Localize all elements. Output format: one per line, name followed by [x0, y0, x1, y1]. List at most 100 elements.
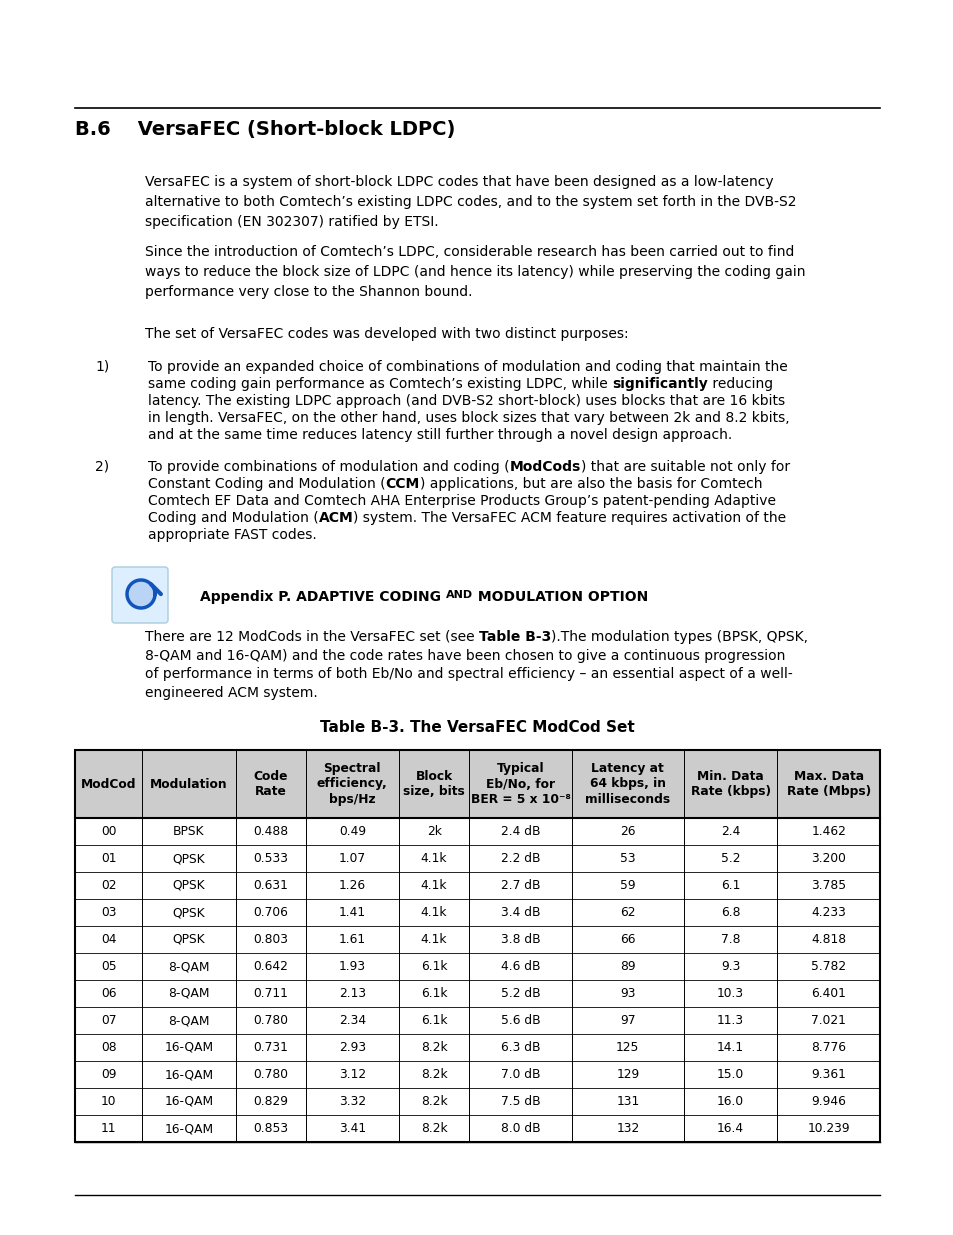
Text: 8.2k: 8.2k: [420, 1041, 447, 1053]
Text: B.6    VersaFEC (Short-block LDPC): B.6 VersaFEC (Short-block LDPC): [75, 120, 455, 140]
Text: 8-QAM: 8-QAM: [168, 960, 210, 973]
Text: same coding gain performance as Comtech’s existing LDPC, while: same coding gain performance as Comtech’…: [148, 377, 612, 391]
Text: 7.021: 7.021: [810, 1014, 845, 1028]
Polygon shape: [127, 580, 154, 608]
Text: 5.2 dB: 5.2 dB: [500, 987, 539, 1000]
Text: Constant Coding and Modulation (: Constant Coding and Modulation (: [148, 477, 385, 492]
Text: 2k: 2k: [426, 825, 441, 839]
Text: 16.0: 16.0: [717, 1095, 743, 1108]
Text: 16-QAM: 16-QAM: [164, 1068, 213, 1081]
Text: Min. Data
Rate (kbps): Min. Data Rate (kbps): [690, 769, 770, 798]
Text: 1.93: 1.93: [338, 960, 366, 973]
Text: 16.4: 16.4: [717, 1123, 743, 1135]
Text: 16-QAM: 16-QAM: [164, 1041, 213, 1053]
Text: 8-QAM: 8-QAM: [168, 1014, 210, 1028]
Text: 11.3: 11.3: [717, 1014, 743, 1028]
Text: 3.200: 3.200: [810, 852, 845, 864]
Text: ) that are suitable not only for: ) that are suitable not only for: [580, 459, 789, 474]
Text: 3.4 dB: 3.4 dB: [500, 906, 539, 919]
Text: in length. VersaFEC, on the other hand, uses block sizes that vary between 2k an: in length. VersaFEC, on the other hand, …: [148, 411, 789, 425]
Text: Latency at
64 kbps, in
milliseconds: Latency at 64 kbps, in milliseconds: [585, 762, 670, 806]
Text: 131: 131: [616, 1095, 639, 1108]
Text: QPSK: QPSK: [172, 852, 205, 864]
Text: 3.41: 3.41: [338, 1123, 366, 1135]
Text: 0.631: 0.631: [253, 879, 288, 892]
Text: ModCod: ModCod: [81, 778, 136, 790]
Text: To provide an expanded choice of combinations of modulation and coding that main: To provide an expanded choice of combina…: [148, 359, 787, 374]
Text: significantly: significantly: [612, 377, 707, 391]
Text: 4.1k: 4.1k: [420, 932, 447, 946]
Text: 0.706: 0.706: [253, 906, 288, 919]
Text: 9.361: 9.361: [810, 1068, 845, 1081]
Text: QPSK: QPSK: [172, 906, 205, 919]
Text: CCM: CCM: [385, 477, 419, 492]
Text: ) applications, but are also the basis for Comtech: ) applications, but are also the basis f…: [419, 477, 761, 492]
Text: AND: AND: [445, 590, 473, 600]
Text: 07: 07: [101, 1014, 116, 1028]
Text: Modulation: Modulation: [150, 778, 228, 790]
Text: The set of VersaFEC codes was developed with two distinct purposes:: The set of VersaFEC codes was developed …: [145, 327, 628, 341]
Text: 0.731: 0.731: [253, 1041, 288, 1053]
Text: 14.1: 14.1: [717, 1041, 743, 1053]
Text: 10.3: 10.3: [717, 987, 743, 1000]
Text: 2.93: 2.93: [338, 1041, 366, 1053]
Text: 16-QAM: 16-QAM: [164, 1123, 213, 1135]
Text: and at the same time reduces latency still further through a novel design approa: and at the same time reduces latency sti…: [148, 429, 732, 442]
Text: There are 12 ModCods in the VersaFEC set (see: There are 12 ModCods in the VersaFEC set…: [145, 630, 478, 643]
Text: 26: 26: [619, 825, 635, 839]
Text: 1.41: 1.41: [338, 906, 366, 919]
Text: 62: 62: [619, 906, 635, 919]
Text: 1): 1): [95, 359, 110, 374]
Text: 6.401: 6.401: [810, 987, 845, 1000]
Text: Table B-3: Table B-3: [478, 630, 551, 643]
Text: 7.5 dB: 7.5 dB: [500, 1095, 539, 1108]
Text: 9.946: 9.946: [810, 1095, 845, 1108]
Text: of performance in terms of both Eb/No and spectral efficiency – an essential asp: of performance in terms of both Eb/No an…: [145, 667, 792, 682]
Text: 16-QAM: 16-QAM: [164, 1095, 213, 1108]
Text: 09: 09: [101, 1068, 116, 1081]
Text: Table B-3. The VersaFEC ModCod Set: Table B-3. The VersaFEC ModCod Set: [320, 720, 634, 735]
Text: 4.818: 4.818: [810, 932, 845, 946]
Text: 3.8 dB: 3.8 dB: [500, 932, 539, 946]
Text: 4.233: 4.233: [810, 906, 845, 919]
Text: 6.3 dB: 6.3 dB: [500, 1041, 539, 1053]
Text: Since the introduction of Comtech’s LDPC, considerable research has been carried: Since the introduction of Comtech’s LDPC…: [145, 245, 804, 299]
Text: 4.1k: 4.1k: [420, 879, 447, 892]
Text: 0.780: 0.780: [253, 1068, 288, 1081]
Text: 10.239: 10.239: [806, 1123, 849, 1135]
Text: 0.533: 0.533: [253, 852, 288, 864]
Text: 0.642: 0.642: [253, 960, 288, 973]
Text: 2.4: 2.4: [720, 825, 740, 839]
Text: ACM: ACM: [318, 511, 354, 525]
Text: 8.776: 8.776: [810, 1041, 845, 1053]
Text: 2.7 dB: 2.7 dB: [500, 879, 539, 892]
Text: Comtech EF Data and Comtech AHA Enterprise Products Group’s patent-pending Adapt: Comtech EF Data and Comtech AHA Enterpri…: [148, 494, 775, 508]
Text: 4.1k: 4.1k: [420, 852, 447, 864]
Text: 7.0 dB: 7.0 dB: [500, 1068, 539, 1081]
Text: ).The modulation types (BPSK, QPSK,: ).The modulation types (BPSK, QPSK,: [551, 630, 807, 643]
Text: 4.1k: 4.1k: [420, 906, 447, 919]
Text: 7.8: 7.8: [720, 932, 740, 946]
Text: 8-QAM and 16-QAM) and the code rates have been chosen to give a continuous progr: 8-QAM and 16-QAM) and the code rates hav…: [145, 648, 784, 663]
Text: 0.49: 0.49: [338, 825, 366, 839]
Text: 01: 01: [101, 852, 116, 864]
Text: 3.32: 3.32: [338, 1095, 366, 1108]
Text: 53: 53: [619, 852, 635, 864]
Text: 00: 00: [101, 825, 116, 839]
Text: 1.07: 1.07: [338, 852, 366, 864]
Text: 0.853: 0.853: [253, 1123, 288, 1135]
Text: 04: 04: [101, 932, 116, 946]
Text: latency. The existing LDPC approach (and DVB-S2 short-block) uses blocks that ar: latency. The existing LDPC approach (and…: [148, 394, 784, 408]
Text: ) system. The VersaFEC ACM feature requires activation of the: ) system. The VersaFEC ACM feature requi…: [354, 511, 786, 525]
Text: 8.2k: 8.2k: [420, 1068, 447, 1081]
Text: BPSK: BPSK: [173, 825, 205, 839]
Text: 97: 97: [619, 1014, 635, 1028]
Text: Code
Rate: Code Rate: [253, 769, 288, 798]
Text: 8-QAM: 8-QAM: [168, 987, 210, 1000]
Text: 0.711: 0.711: [253, 987, 288, 1000]
Text: 1.462: 1.462: [810, 825, 845, 839]
Text: 15.0: 15.0: [717, 1068, 743, 1081]
Text: 8.2k: 8.2k: [420, 1095, 447, 1108]
Text: 1.26: 1.26: [338, 879, 366, 892]
Text: 06: 06: [101, 987, 116, 1000]
